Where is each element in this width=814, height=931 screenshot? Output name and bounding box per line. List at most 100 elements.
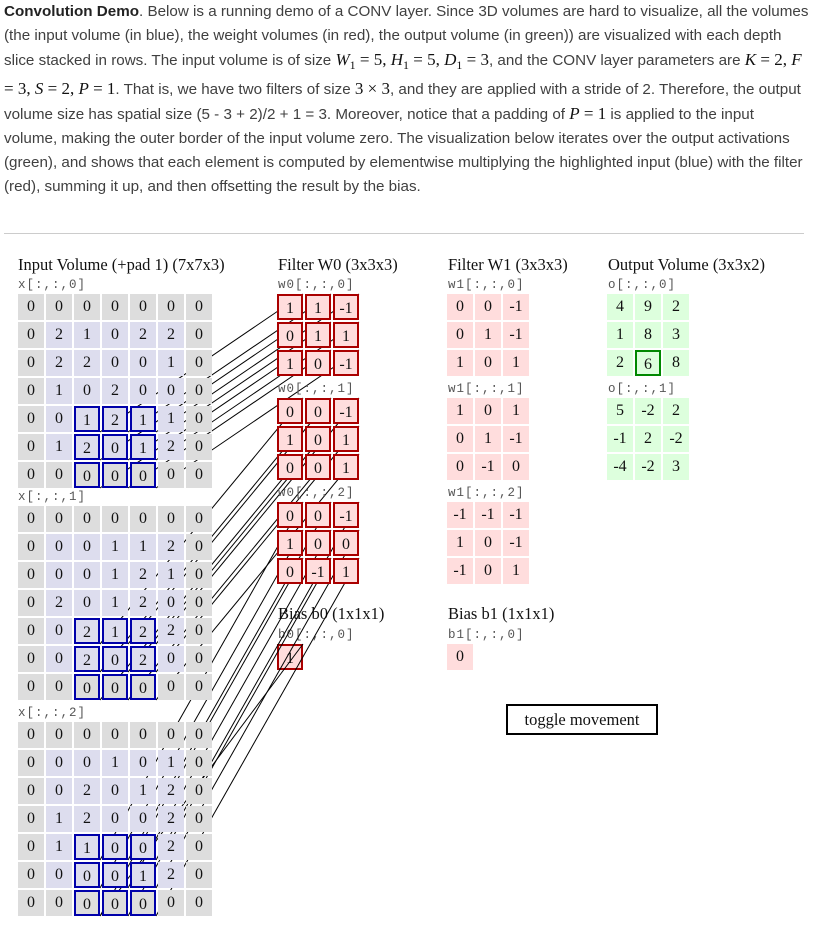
input-cell: 0 <box>18 890 44 916</box>
filter-w1-cell: 0 <box>475 398 501 424</box>
input-cell: 0 <box>102 674 128 700</box>
filter-w0-cell: 1 <box>333 454 359 480</box>
input-cell: 0 <box>186 534 212 560</box>
intro-text-5: is applied to the input volume, making t… <box>4 106 803 196</box>
filter-w1-cell: -1 <box>447 558 473 584</box>
input-cell: 2 <box>130 322 156 348</box>
output-cell: 4 <box>607 294 633 320</box>
input-cell: 0 <box>158 378 184 404</box>
input-cell: 1 <box>46 834 72 860</box>
output-cell: -1 <box>607 426 633 452</box>
input-cell: 0 <box>46 294 72 320</box>
input-cell: 0 <box>102 506 128 532</box>
toggle-movement-button[interactable]: toggle movement <box>506 704 658 735</box>
filter-w0-cell: 0 <box>305 426 331 452</box>
input-cell: 0 <box>18 534 44 560</box>
filter-w0-slice-label-2: w0[:,:,2] <box>278 486 355 500</box>
filter-w1-cell: -1 <box>503 426 529 452</box>
input-cell: 0 <box>130 750 156 776</box>
input-cell: 2 <box>74 350 100 376</box>
input-cell: 1 <box>130 434 156 460</box>
filter-w0-slice-label-1: w0[:,:,1] <box>278 382 355 396</box>
input-cell: 0 <box>18 778 44 804</box>
input-cell: 0 <box>130 890 156 916</box>
filter-w0-cell: -1 <box>305 558 331 584</box>
input-cell: 0 <box>102 722 128 748</box>
filter-w1-title: Filter W1 (3x3x3) <box>448 255 568 274</box>
filter-w0-cell: 1 <box>333 426 359 452</box>
input-cell: 1 <box>102 618 128 644</box>
input-cell: 0 <box>158 722 184 748</box>
input-cell: 2 <box>46 590 72 616</box>
input-cell: 0 <box>130 506 156 532</box>
filter-w0-cell: 0 <box>305 502 331 528</box>
filter-w1-cell: 1 <box>447 350 473 376</box>
filter-w0-cell: 0 <box>305 454 331 480</box>
filter-w0-title: Filter W0 (3x3x3) <box>278 255 398 274</box>
input-cell: 1 <box>158 562 184 588</box>
filter-w0-cell: 0 <box>277 558 303 584</box>
filter-w0-cell: 0 <box>305 530 331 556</box>
math-filter-size: 3 × 3 <box>354 79 390 99</box>
input-cell: 0 <box>18 506 44 532</box>
filter-w1-cell: -1 <box>503 502 529 528</box>
input-cell: 0 <box>46 862 72 888</box>
input-cell: 0 <box>46 618 72 644</box>
input-cell: 0 <box>18 562 44 588</box>
input-cell: 2 <box>102 378 128 404</box>
input-cell: 2 <box>158 806 184 832</box>
input-cell: 0 <box>46 462 72 488</box>
bias-b1-label: b1[:,:,0] <box>448 628 525 642</box>
input-cell: 0 <box>18 406 44 432</box>
filter-w0-cell: 0 <box>305 350 331 376</box>
input-cell: 2 <box>130 590 156 616</box>
input-cell: 0 <box>18 590 44 616</box>
filter-w0-cell: -1 <box>333 350 359 376</box>
filter-w1-cell: -1 <box>475 502 501 528</box>
output-cell: 8 <box>635 322 661 348</box>
filter-w1-slice-label-0: w1[:,:,0] <box>448 278 525 292</box>
filter-w0-cell: 1 <box>305 294 331 320</box>
input-cell: 0 <box>102 834 128 860</box>
math-input-size: W1 = 5, H1 = 5, D1 = 3 <box>335 50 489 73</box>
input-cell: 0 <box>18 322 44 348</box>
input-cell: 0 <box>186 834 212 860</box>
input-cell: 1 <box>102 590 128 616</box>
filter-w1-cell: 0 <box>475 294 501 320</box>
input-cell: 0 <box>102 350 128 376</box>
input-volume-title: Input Volume (+pad 1) (7x7x3) <box>18 255 225 274</box>
filter-w1-slice-label-2: w1[:,:,2] <box>448 486 525 500</box>
filter-w0-cell: 1 <box>333 322 359 348</box>
intro-paragraph: Convolution Demo. Below is a running dem… <box>4 0 810 199</box>
input-cell: 0 <box>18 378 44 404</box>
input-cell: 2 <box>130 562 156 588</box>
input-cell: 0 <box>186 862 212 888</box>
input-cell: 0 <box>18 750 44 776</box>
input-cell: 0 <box>186 806 212 832</box>
input-cell: 0 <box>74 294 100 320</box>
input-cell: 2 <box>46 322 72 348</box>
input-cell: 0 <box>186 750 212 776</box>
input-cell: 1 <box>74 834 100 860</box>
input-cell: 0 <box>186 562 212 588</box>
input-cell: 2 <box>130 646 156 672</box>
input-cell: 0 <box>186 590 212 616</box>
input-cell: 2 <box>74 618 100 644</box>
filter-w0-slice-label-0: w0[:,:,0] <box>278 278 355 292</box>
output-cell: -2 <box>635 398 661 424</box>
output-cell: 2 <box>607 350 633 376</box>
bias-b1-cell: 0 <box>447 644 473 670</box>
filter-w1-cell: 0 <box>475 530 501 556</box>
input-cell: 0 <box>130 350 156 376</box>
output-cell: 3 <box>663 322 689 348</box>
input-cell: 1 <box>46 806 72 832</box>
input-cell: 0 <box>186 434 212 460</box>
filter-w0-cell: 0 <box>277 502 303 528</box>
intro-text-4: , and they are applied with a stride of … <box>4 81 801 124</box>
filter-w1-cell: 0 <box>503 454 529 480</box>
input-cell: 0 <box>46 778 72 804</box>
filter-w1-cell: 0 <box>447 426 473 452</box>
input-cell: 0 <box>130 806 156 832</box>
input-cell: 2 <box>158 778 184 804</box>
math-padding: P = 1 <box>569 104 607 124</box>
